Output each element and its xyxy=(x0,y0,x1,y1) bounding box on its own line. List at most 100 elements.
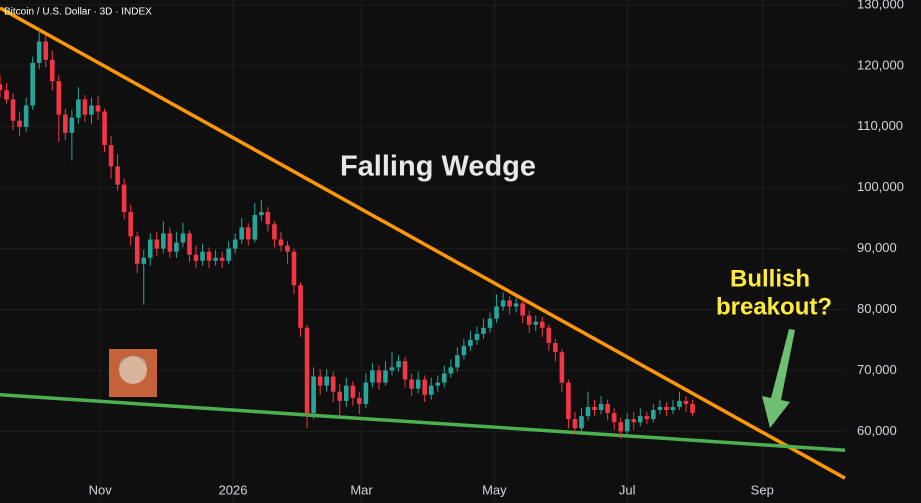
y-tick-label: 60,000 xyxy=(857,423,897,438)
candle-body xyxy=(441,373,447,383)
candle-body xyxy=(513,303,519,307)
candle-body xyxy=(134,236,140,264)
y-tick-label: 80,000 xyxy=(857,301,897,316)
candle-body xyxy=(370,370,375,383)
candle-body xyxy=(396,361,401,368)
callout-arrow xyxy=(762,329,795,428)
candle-body xyxy=(670,406,676,411)
candle-body xyxy=(526,315,532,325)
candle-body xyxy=(17,120,22,127)
candles xyxy=(0,29,695,439)
candle-body xyxy=(383,370,388,383)
candle-body xyxy=(10,99,16,121)
candle-body xyxy=(56,81,62,115)
candle-body xyxy=(664,406,669,411)
candle-body xyxy=(174,242,179,252)
candle-body xyxy=(644,416,650,420)
candle-body xyxy=(343,385,349,401)
trendlines xyxy=(0,6,846,480)
candle-body xyxy=(409,379,414,389)
callout-label: Bullish xyxy=(730,265,810,292)
candle-body xyxy=(167,233,173,252)
candle-body xyxy=(520,303,525,316)
candle-body xyxy=(128,212,133,237)
candle-body xyxy=(350,385,356,398)
candle-body xyxy=(500,300,506,307)
candle-body xyxy=(49,59,55,82)
y-tick-label: 90,000 xyxy=(857,240,897,255)
candle-body xyxy=(206,251,212,261)
candle-body xyxy=(428,385,434,395)
candle-body xyxy=(219,257,225,261)
candle-body xyxy=(474,333,480,340)
candle-body xyxy=(605,403,610,414)
candle-body xyxy=(461,346,467,356)
trendline xyxy=(0,6,846,480)
candle-body xyxy=(4,90,9,100)
candle-body xyxy=(422,379,427,395)
y-tick-label: 130,000 xyxy=(857,0,904,11)
candle-body xyxy=(324,376,329,386)
candle-body xyxy=(161,233,166,249)
candle-body xyxy=(330,376,336,392)
candle-body xyxy=(435,382,441,386)
candle-body xyxy=(259,212,264,216)
candle-body xyxy=(598,403,604,411)
candle-body xyxy=(546,327,552,344)
candle-body xyxy=(121,184,127,213)
pattern-label: Falling Wedge xyxy=(340,151,536,183)
candle-body xyxy=(468,339,473,347)
x-tick-label: 2026 xyxy=(219,482,248,497)
x-tick-label: May xyxy=(482,482,507,497)
candle-body xyxy=(95,105,101,112)
candle-body xyxy=(579,416,584,429)
candle-body xyxy=(154,239,160,249)
y-tick-label: 100,000 xyxy=(857,179,904,194)
candle-body xyxy=(239,227,245,240)
candle-body xyxy=(36,41,42,63)
candle-body xyxy=(651,410,656,420)
y-tick-label: 110,000 xyxy=(857,118,903,133)
axes: 60,000 70,000 80,000 90,000 100,000 110,000 12… xyxy=(89,0,904,497)
candle-body xyxy=(272,224,277,240)
candle-body xyxy=(631,419,637,423)
candle-body xyxy=(533,321,539,325)
chart-title: Bitcoin / U.S. Dollar · 3D · INDEX xyxy=(4,7,152,18)
candle-body xyxy=(566,382,571,420)
candle-body xyxy=(43,41,49,60)
candle-body xyxy=(311,376,316,414)
candle-body xyxy=(291,251,297,286)
candle-body xyxy=(317,376,323,386)
candle-body xyxy=(624,419,630,432)
trendline xyxy=(0,393,846,452)
candle-body xyxy=(376,370,382,383)
candle-body xyxy=(0,84,3,91)
candle-body xyxy=(141,257,147,264)
x-tick-label: Jul xyxy=(619,482,636,497)
candle-body xyxy=(298,285,303,328)
candle-body xyxy=(63,114,68,133)
candle-body xyxy=(108,145,114,167)
y-tick-label: 120,000 xyxy=(857,57,904,72)
candle-body xyxy=(683,400,689,404)
candle-body xyxy=(304,327,310,414)
candle-body xyxy=(245,227,251,240)
candle-body xyxy=(232,239,238,249)
candle-body xyxy=(572,419,578,429)
candle-body xyxy=(115,166,120,185)
candle-body xyxy=(690,403,695,414)
candle-body xyxy=(657,406,663,411)
candle-body xyxy=(637,416,643,423)
candle-body xyxy=(23,105,29,127)
candle-body xyxy=(487,318,493,328)
avatar-hair xyxy=(119,356,147,366)
candle-body xyxy=(592,406,597,411)
candle-body xyxy=(82,99,88,115)
candle-body xyxy=(455,355,460,368)
candle-body xyxy=(363,382,369,404)
candle-body xyxy=(337,391,343,401)
candle-body xyxy=(585,406,591,417)
x-tick-label: Sep xyxy=(751,482,774,497)
candle-body xyxy=(193,254,199,261)
